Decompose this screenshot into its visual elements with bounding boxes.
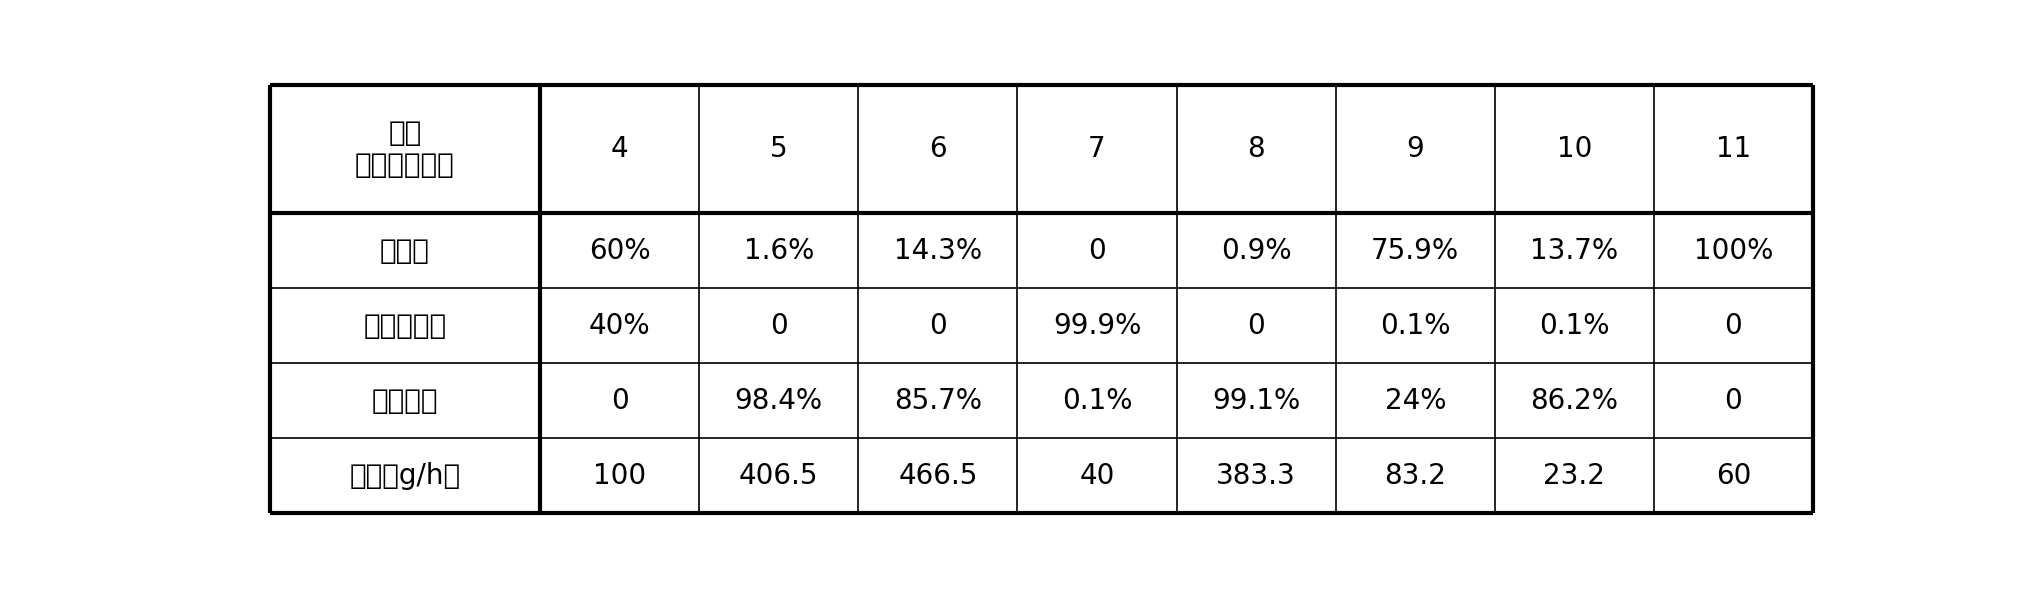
Text: 10: 10 [1557, 135, 1591, 163]
Text: 11: 11 [1715, 135, 1752, 163]
Text: 流量（g/h）: 流量（g/h） [350, 462, 461, 490]
Text: 83.2: 83.2 [1384, 462, 1447, 490]
Text: 60: 60 [1715, 462, 1752, 490]
Text: 99.1%: 99.1% [1211, 387, 1300, 415]
Text: 1.6%: 1.6% [744, 237, 815, 265]
Text: 对二甲苯: 对二甲苯 [372, 387, 439, 415]
Text: 98.4%: 98.4% [736, 387, 823, 415]
Text: 60%: 60% [589, 237, 650, 265]
Text: 40: 40 [1079, 462, 1116, 490]
Text: 三乙烯二胺: 三乙烯二胺 [364, 312, 447, 340]
Text: 乙醇胺: 乙醇胺 [380, 237, 431, 265]
Text: 0.9%: 0.9% [1221, 237, 1292, 265]
Text: 5: 5 [770, 135, 788, 163]
Text: 383.3: 383.3 [1217, 462, 1296, 490]
Text: 0: 0 [1725, 387, 1741, 415]
Text: 0: 0 [1725, 312, 1741, 340]
Text: 86.2%: 86.2% [1530, 387, 1617, 415]
Text: 40%: 40% [589, 312, 650, 340]
Text: 85.7%: 85.7% [894, 387, 981, 415]
Text: 75.9%: 75.9% [1372, 237, 1459, 265]
Text: 24%: 24% [1384, 387, 1447, 415]
Text: 物流
（质量分数）: 物流 （质量分数） [356, 119, 455, 179]
Text: 23.2: 23.2 [1544, 462, 1605, 490]
Text: 100: 100 [593, 462, 646, 490]
Text: 4: 4 [612, 135, 628, 163]
Text: 0: 0 [770, 312, 788, 340]
Text: 466.5: 466.5 [898, 462, 977, 490]
Text: 0: 0 [1089, 237, 1105, 265]
Text: 14.3%: 14.3% [894, 237, 981, 265]
Text: 9: 9 [1406, 135, 1424, 163]
Text: 6: 6 [929, 135, 947, 163]
Text: 406.5: 406.5 [740, 462, 819, 490]
Text: 0: 0 [1248, 312, 1266, 340]
Text: 0: 0 [612, 387, 628, 415]
Text: 99.9%: 99.9% [1053, 312, 1142, 340]
Text: 13.7%: 13.7% [1530, 237, 1617, 265]
Text: 0.1%: 0.1% [1380, 312, 1451, 340]
Text: 100%: 100% [1695, 237, 1774, 265]
Text: 7: 7 [1089, 135, 1105, 163]
Text: 0: 0 [929, 312, 947, 340]
Text: 0.1%: 0.1% [1538, 312, 1609, 340]
Text: 0.1%: 0.1% [1063, 387, 1132, 415]
Text: 8: 8 [1248, 135, 1266, 163]
